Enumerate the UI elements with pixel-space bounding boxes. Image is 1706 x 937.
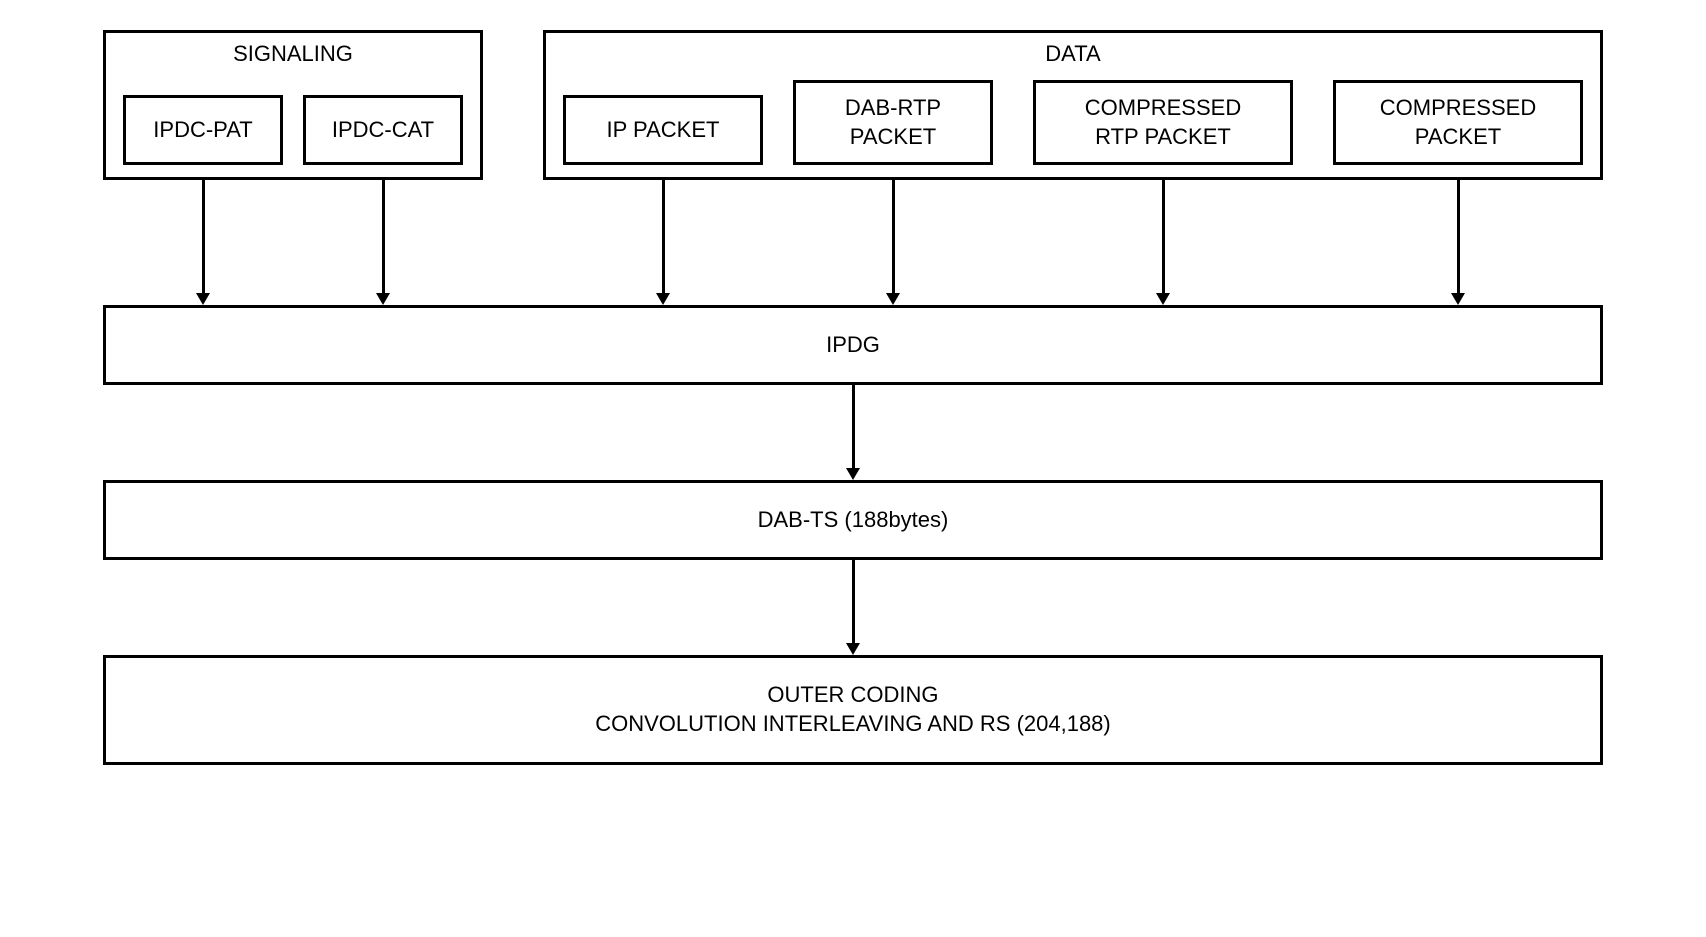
- arrow-line-1: [382, 180, 385, 293]
- node-label-ipdc_pat: IPDC-PAT: [153, 116, 252, 145]
- group-title-signaling: SIGNALING: [233, 41, 353, 67]
- node-label-ip_packet: IP PACKET: [607, 116, 720, 145]
- node-outer_coding: OUTER CODINGCONVOLUTION INTERLEAVING AND…: [103, 655, 1603, 765]
- node-label-ipdc_cat: IPDC-CAT: [332, 116, 434, 145]
- arrow-head-0: [196, 293, 210, 305]
- arrow-line-6: [852, 385, 855, 468]
- flowchart-diagram: SIGNALING DATA IPDC-PAT IPDC-CAT IP PACKET DA…: [53, 20, 1653, 900]
- node-label-compressed_packet: COMPRESSEDPACKET: [1380, 94, 1536, 151]
- node-ipdc_pat: IPDC-PAT: [123, 95, 283, 165]
- arrow-line-4: [1162, 180, 1165, 293]
- arrow-line-3: [892, 180, 895, 293]
- group-title-data: DATA: [1045, 41, 1100, 67]
- node-ipdg: IPDG: [103, 305, 1603, 385]
- arrow-line-2: [662, 180, 665, 293]
- node-dab_rtp_packet: DAB-RTPPACKET: [793, 80, 993, 165]
- arrow-line-7: [852, 560, 855, 643]
- node-label-dab_ts: DAB-TS (188bytes): [758, 506, 949, 535]
- arrow-head-3: [886, 293, 900, 305]
- node-label-compressed_rtp_packet: COMPRESSEDRTP PACKET: [1085, 94, 1241, 151]
- node-label-ipdg: IPDG: [826, 331, 880, 360]
- node-dab_ts: DAB-TS (188bytes): [103, 480, 1603, 560]
- arrow-head-2: [656, 293, 670, 305]
- node-compressed_packet: COMPRESSEDPACKET: [1333, 80, 1583, 165]
- arrow-head-1: [376, 293, 390, 305]
- arrow-head-6: [846, 468, 860, 480]
- node-label-outer_coding: OUTER CODINGCONVOLUTION INTERLEAVING AND…: [595, 681, 1111, 738]
- node-compressed_rtp_packet: COMPRESSEDRTP PACKET: [1033, 80, 1293, 165]
- arrow-head-7: [846, 643, 860, 655]
- node-ip_packet: IP PACKET: [563, 95, 763, 165]
- arrow-head-5: [1451, 293, 1465, 305]
- node-ipdc_cat: IPDC-CAT: [303, 95, 463, 165]
- arrow-line-0: [202, 180, 205, 293]
- arrow-line-5: [1457, 180, 1460, 293]
- node-label-dab_rtp_packet: DAB-RTPPACKET: [845, 94, 941, 151]
- arrow-head-4: [1156, 293, 1170, 305]
